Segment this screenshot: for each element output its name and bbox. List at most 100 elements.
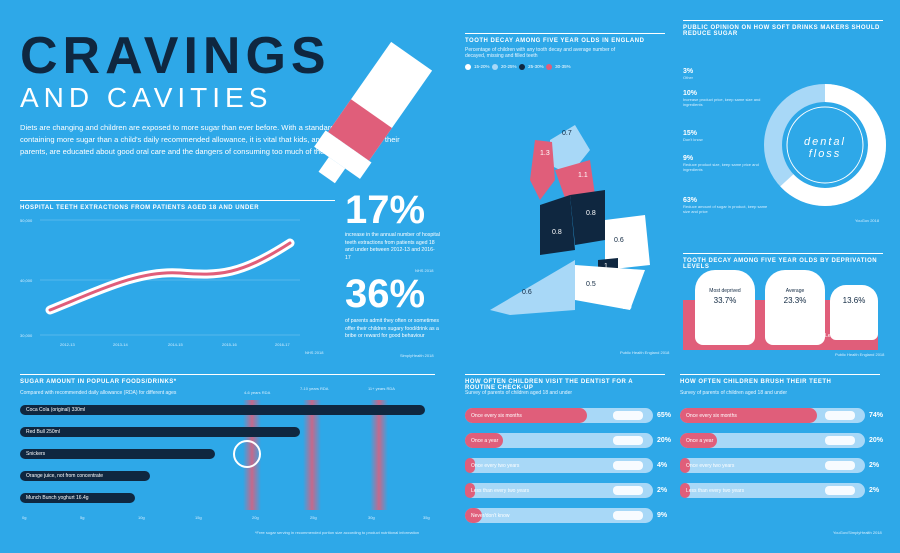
opinion-label: Don't know: [683, 137, 703, 142]
dentist-row-label: Once every six months: [471, 413, 522, 419]
brush-row-pct: 2%: [869, 487, 880, 494]
legend-label-20-25: 20-25%: [501, 64, 517, 70]
sugar-x-tick-30: 30g: [368, 515, 375, 520]
brush-bar-fill: [680, 458, 690, 473]
dentist-row-label: Less than every two years: [471, 488, 530, 494]
y-tick-40000: 40,000: [20, 278, 33, 283]
most-deprived-value: 33.7%: [713, 296, 737, 305]
food-label-coca-cola: Coca Cola (original) 330ml: [26, 407, 86, 413]
food-label-orange-juice: Orange juice, not from concentrate: [26, 473, 103, 479]
brush-bar-fill: [680, 408, 817, 423]
rda-label-11plus: 11+ years RDA: [368, 386, 395, 391]
rda-label-4-6: 4-6 years RDA: [244, 390, 271, 395]
legend-dot-25-30: [519, 64, 526, 70]
y-tick-50000: 50,000: [20, 218, 33, 223]
x-tick-2016: 2016-17: [275, 342, 290, 347]
region-south-east: [575, 265, 645, 310]
brush-subtitle: Survey of parents of children aged 18 an…: [680, 390, 788, 396]
decay-map-subtitle: Percentage of children with any tooth de…: [465, 47, 616, 59]
decay-map-source: Public Health England 2018: [620, 350, 670, 355]
brush-row-pct: 20%: [869, 437, 884, 444]
opinion-item-size: 9% Reduce product size, keep same price …: [683, 155, 763, 172]
dentist-subtitle: Survey of parents of children aged 18 an…: [465, 390, 573, 396]
dentist-bar-fill: [465, 483, 475, 498]
sugar-x-tick-20: 20g: [252, 515, 259, 520]
legend-dot-20-25: [492, 64, 499, 70]
rda-band-7-10: [303, 400, 321, 510]
brush-row-pct: 74%: [869, 412, 884, 419]
map-value-london: 1: [604, 263, 608, 270]
extractions-chart: [40, 219, 300, 336]
dentist-row-label: Never/don't know: [471, 513, 510, 519]
toothbrush-head-icon: [613, 461, 643, 470]
brush-row-label: Once a year: [686, 438, 714, 444]
stat-17-text: increase in the annual number of hospita…: [345, 232, 440, 261]
toothbrush-head-icon: [825, 411, 855, 420]
opinion-label: Reduce product size, keep same price and…: [683, 162, 759, 172]
decay-map-title: TOOTH DECAY AMONG FIVE YEAR OLDS IN ENGL…: [465, 33, 665, 44]
stat-17-source: NHS 2018: [415, 268, 434, 273]
floss-donut-chart: [764, 84, 886, 206]
brush-bar-fill: [680, 483, 690, 498]
brush-bar-track: [680, 433, 865, 448]
brush-row-label: Once every six months: [686, 413, 737, 419]
region-east: [605, 215, 650, 270]
dentist-bar-track: [465, 483, 653, 498]
map-value-west-midlands: 0.8: [552, 229, 562, 236]
map-value-east-midlands: 0.8: [586, 210, 596, 217]
tooth-average: [765, 270, 825, 345]
donut-hole: [786, 106, 864, 184]
dentist-row-pct: 9%: [657, 512, 668, 519]
food-bar-snickers: [20, 449, 215, 459]
lollipop-icon: [233, 440, 261, 468]
opinion-label: Other: [683, 75, 694, 80]
toothbrush-head-icon: [613, 486, 643, 495]
sugar-footnote: *Free sugar serving in recommended porti…: [255, 530, 420, 535]
sugar-x-tick-0: 0g: [22, 515, 27, 520]
legend-dot-15-20: [465, 64, 471, 70]
sugar-x-tick-5: 5g: [80, 515, 85, 520]
dentist-bar-fill: [465, 433, 503, 448]
stat-17-number: 17%: [345, 188, 426, 232]
opinion-pct: 10%: [683, 90, 698, 97]
x-tick-2015: 2015-16: [222, 342, 237, 347]
opinion-label: Reduce amount of sugar in product, keep …: [683, 204, 768, 214]
rda-label-7-10: 7-10 years RDA: [300, 386, 329, 391]
brush-row-label: Once every two years: [686, 463, 735, 469]
dentist-bar-fill: [465, 508, 482, 523]
toothbrush-head-icon: [825, 486, 855, 495]
dentist-row-pct: 20%: [657, 437, 672, 444]
page-title: CRAVINGS: [20, 27, 331, 85]
tooth-most-deprived: [695, 270, 755, 345]
page-subtitle: AND CAVITIES: [20, 82, 273, 113]
region-west-midlands: [540, 195, 575, 255]
average-label: Average: [785, 288, 805, 294]
dentist-bar-track: [465, 433, 653, 448]
opinion-source: YouGov 2018: [855, 218, 880, 223]
toothbrush-head-icon: [825, 461, 855, 470]
region-east-midlands: [570, 190, 605, 245]
england-map: [490, 125, 650, 315]
most-deprived-label: Most deprived: [709, 288, 741, 294]
deprivation-title: TOOTH DECAY AMONG FIVE YEAR OLDS BY DEPR…: [683, 253, 883, 270]
region-yorkshire: [555, 160, 595, 198]
region-north-east: [550, 125, 590, 175]
intro-text: Diets are changing and children are expo…: [20, 123, 400, 156]
extraction-trend-line: [48, 241, 292, 312]
food-label-munch-bunch: Munch Bunch yoghurt 16.4g: [26, 495, 89, 501]
toothbrush-head-icon: [613, 411, 643, 420]
tooth-least-deprived: [830, 285, 878, 340]
dentist-row-pct: 2%: [657, 487, 668, 494]
dentist-row-pct: 4%: [657, 462, 668, 469]
dentist-bar-track: [465, 458, 653, 473]
brush-row-label: Less than every two years: [686, 488, 745, 494]
legend-label-30-35: 30-35%: [555, 64, 571, 70]
dentist-row-label: Once a year: [471, 438, 499, 444]
dentist-bar-fill: [465, 458, 475, 473]
toothbrush-head-icon: [613, 436, 643, 445]
dentist-title: HOW OFTEN CHILDREN VISIT THE DENTIST FOR…: [465, 374, 665, 391]
extractions-title: HOSPITAL TEETH EXTRACTIONS FROM PATIENTS…: [20, 200, 335, 211]
region-south-west: [490, 260, 575, 315]
donut-segment-63: [764, 84, 886, 206]
stat-36-text: of parents admit they often or sometimes…: [345, 318, 439, 340]
